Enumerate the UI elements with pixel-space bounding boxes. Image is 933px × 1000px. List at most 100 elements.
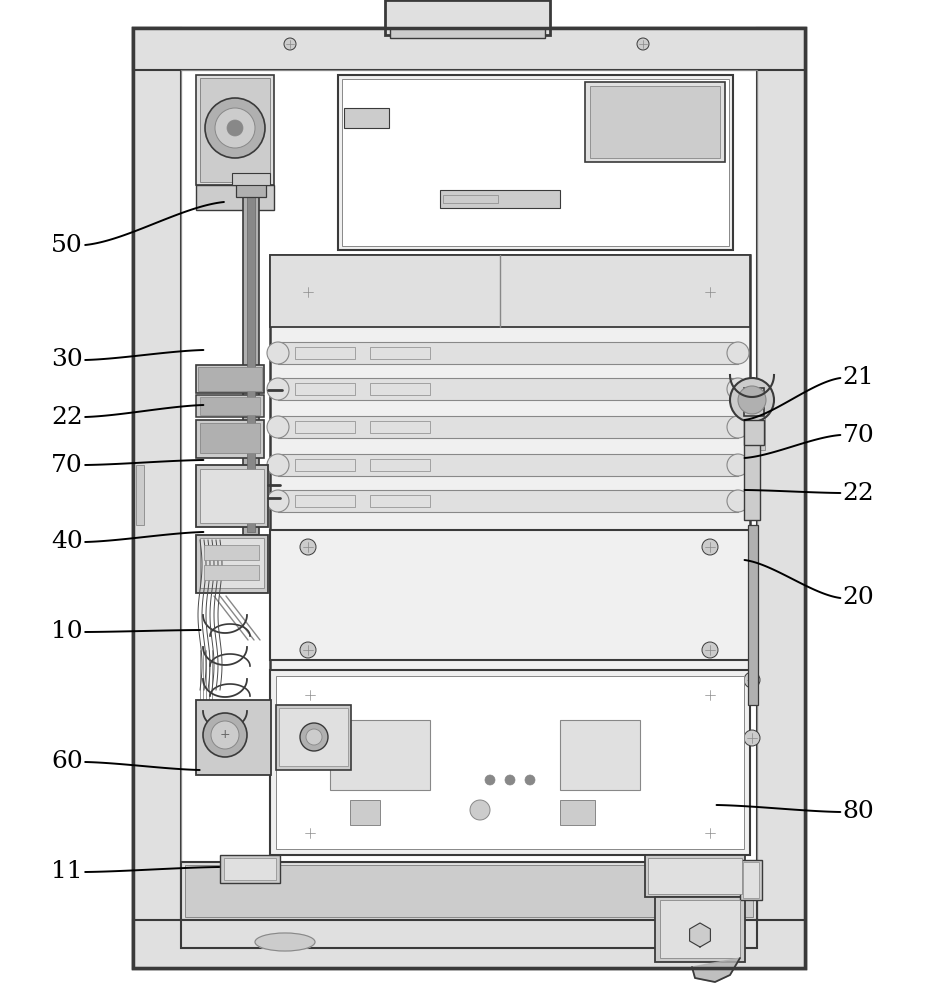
Bar: [220, 855, 280, 883]
Bar: [236, 183, 266, 197]
Bar: [133, 28, 181, 968]
Bar: [196, 700, 271, 775]
Bar: [295, 383, 355, 395]
Circle shape: [211, 721, 239, 749]
Text: 22: 22: [51, 406, 83, 428]
Text: 60: 60: [51, 750, 83, 774]
Bar: [198, 367, 262, 391]
Circle shape: [485, 775, 495, 785]
Bar: [278, 342, 738, 364]
Circle shape: [689, 869, 701, 881]
Bar: [278, 490, 738, 512]
Circle shape: [300, 539, 316, 555]
Bar: [181, 920, 757, 948]
Circle shape: [659, 869, 671, 881]
Bar: [247, 188, 255, 532]
Bar: [743, 862, 759, 898]
Circle shape: [525, 775, 535, 785]
Bar: [276, 676, 744, 849]
Circle shape: [665, 906, 679, 920]
Bar: [740, 860, 762, 900]
Bar: [390, 28, 545, 38]
Text: 30: 30: [51, 349, 83, 371]
Circle shape: [714, 869, 726, 881]
Circle shape: [267, 454, 289, 476]
Circle shape: [738, 386, 766, 414]
Bar: [330, 720, 430, 790]
Bar: [133, 920, 805, 968]
Circle shape: [470, 800, 490, 820]
Bar: [133, 28, 805, 968]
Circle shape: [302, 825, 318, 841]
Bar: [181, 70, 757, 928]
Bar: [295, 495, 355, 507]
Bar: [560, 720, 640, 790]
Circle shape: [625, 102, 639, 116]
Polygon shape: [692, 958, 740, 982]
Bar: [204, 565, 259, 580]
Circle shape: [702, 642, 718, 658]
Text: 10: 10: [51, 620, 83, 644]
Ellipse shape: [255, 933, 315, 951]
Circle shape: [203, 713, 247, 757]
Text: 70: 70: [842, 424, 874, 446]
Bar: [295, 421, 355, 433]
Bar: [655, 897, 745, 962]
Circle shape: [302, 687, 318, 703]
Circle shape: [300, 284, 316, 300]
Bar: [279, 708, 348, 766]
Bar: [590, 86, 720, 158]
Bar: [757, 28, 805, 968]
Bar: [744, 388, 764, 416]
Bar: [385, 0, 550, 35]
Polygon shape: [689, 923, 710, 947]
Bar: [181, 862, 757, 920]
Bar: [200, 538, 264, 588]
Bar: [276, 705, 351, 770]
Bar: [196, 465, 268, 527]
Bar: [200, 469, 264, 523]
Circle shape: [306, 729, 322, 745]
Circle shape: [505, 775, 515, 785]
Bar: [338, 75, 733, 250]
Bar: [342, 79, 729, 246]
Bar: [757, 390, 765, 450]
Text: 50: 50: [51, 233, 83, 256]
Bar: [196, 75, 274, 185]
Bar: [270, 255, 750, 327]
Text: 21: 21: [842, 366, 874, 389]
Circle shape: [215, 108, 255, 148]
Bar: [370, 421, 430, 433]
Circle shape: [702, 539, 718, 555]
Text: 70: 70: [51, 454, 83, 477]
Circle shape: [721, 906, 735, 920]
Bar: [200, 397, 260, 415]
Circle shape: [702, 284, 718, 300]
Text: +: +: [219, 728, 230, 742]
Bar: [344, 108, 389, 128]
Bar: [350, 800, 380, 825]
Text: 20: 20: [842, 586, 874, 609]
Bar: [185, 865, 753, 917]
Circle shape: [721, 943, 735, 957]
Bar: [196, 395, 264, 417]
Bar: [560, 800, 595, 825]
Bar: [648, 858, 742, 894]
Bar: [200, 423, 260, 453]
Bar: [744, 420, 764, 445]
Bar: [270, 255, 750, 670]
Bar: [133, 28, 805, 70]
Circle shape: [205, 98, 265, 158]
Bar: [270, 530, 750, 660]
Circle shape: [300, 642, 316, 658]
Circle shape: [727, 454, 749, 476]
Circle shape: [637, 38, 649, 50]
Circle shape: [727, 378, 749, 400]
Bar: [295, 347, 355, 359]
Bar: [196, 420, 264, 458]
Bar: [278, 416, 738, 438]
Bar: [224, 858, 276, 880]
Bar: [278, 378, 738, 400]
Bar: [645, 855, 745, 897]
Bar: [278, 454, 738, 476]
